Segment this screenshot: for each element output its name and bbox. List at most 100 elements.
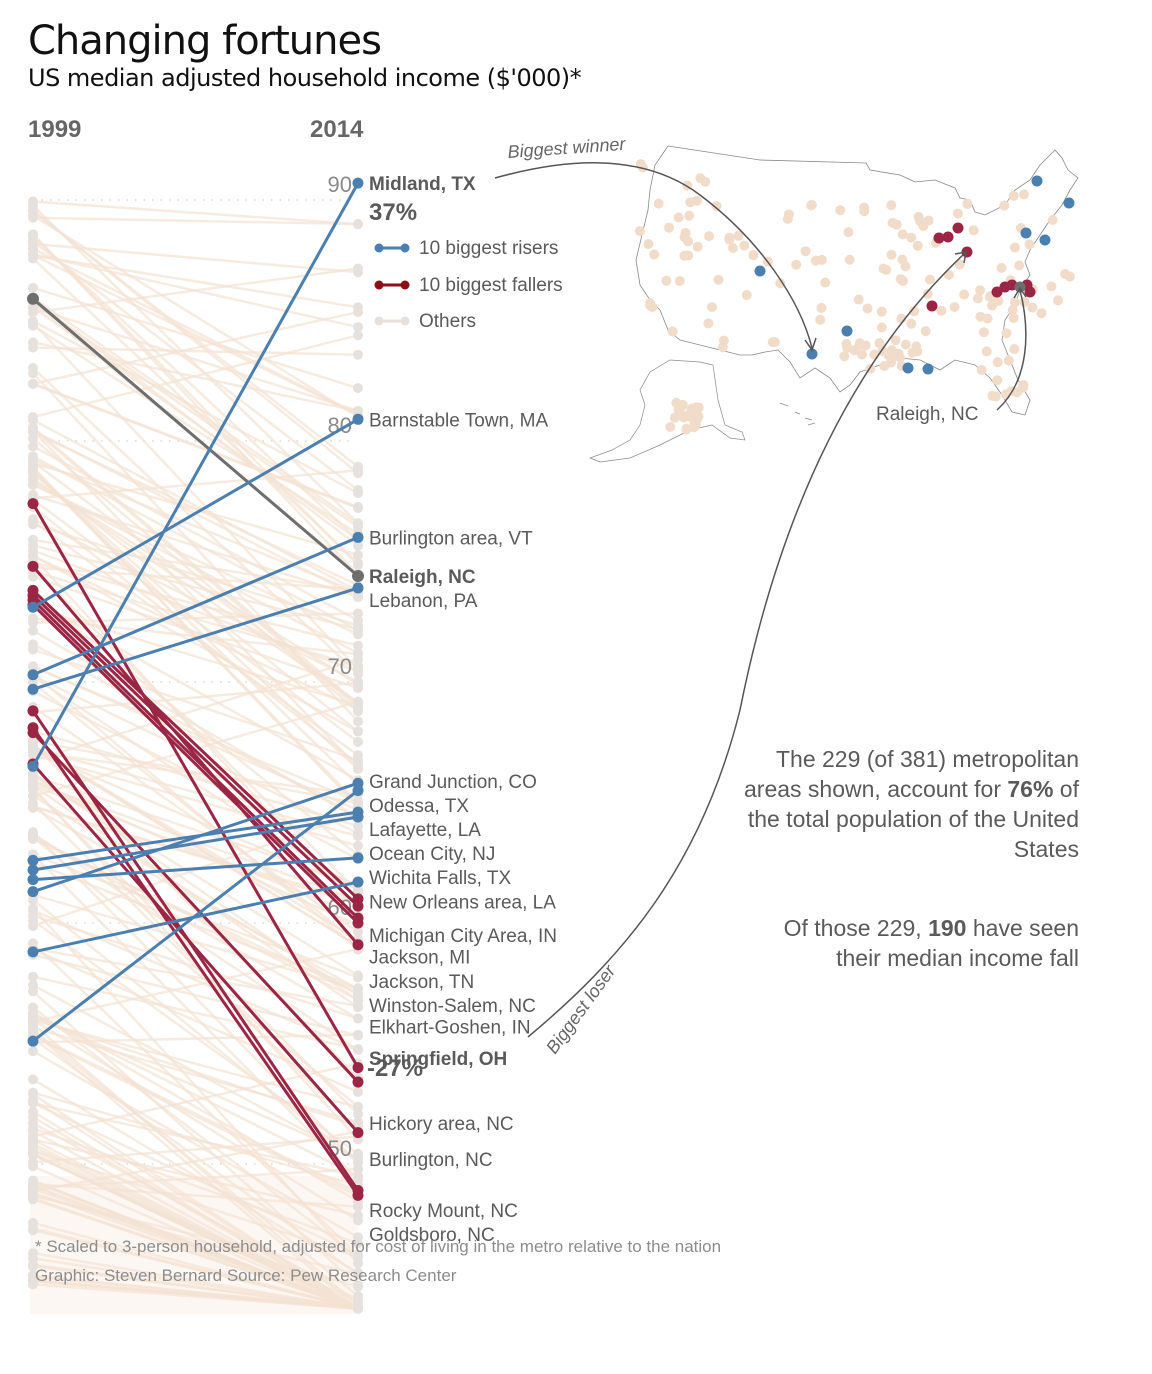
series-line-barnstable-town-ma[interactable] [32, 418, 359, 609]
series-line-raleigh-nc[interactable] [32, 297, 359, 578]
dot-1999-grand-junction-co[interactable] [27, 886, 39, 898]
dot-2014-burlington-nc[interactable] [352, 1127, 364, 1139]
map-dot-other [1019, 189, 1030, 200]
winner-pct: 37% [369, 199, 417, 226]
dot-2014-springfield-oh[interactable] [352, 1062, 364, 1074]
map-dot-riser[interactable] [902, 362, 914, 374]
map-dot-riser[interactable] [1063, 197, 1075, 209]
dot-1999-barnstable-town-ma[interactable] [27, 601, 39, 613]
others-line [32, 554, 359, 733]
series-line-springfield-oh[interactable] [31, 502, 360, 1069]
others-dot-2014 [353, 1251, 363, 1262]
map-dot-other [996, 262, 1007, 273]
dot-1999-goldsboro-nc[interactable] [27, 722, 39, 734]
others-dot-2014 [353, 668, 363, 679]
legend-item-others[interactable]: Others [374, 311, 477, 332]
map-dot-other [704, 231, 715, 242]
map-dot-faller[interactable] [926, 300, 938, 312]
series-line-jackson-mi[interactable] [31, 594, 360, 908]
map-dot-faller[interactable] [961, 246, 973, 258]
series-line-new-orleans-area-la[interactable] [32, 880, 359, 954]
dot-2014-lebanon-pa[interactable] [352, 582, 364, 594]
series-line-winston-salem-nc[interactable] [31, 603, 360, 925]
series-line-lafayette-la[interactable] [32, 810, 359, 862]
map-dot-faller[interactable] [933, 232, 945, 244]
others-dot-1999 [28, 316, 38, 327]
map-dot-riser[interactable] [754, 265, 766, 277]
map-dot-faller[interactable] [1024, 286, 1036, 298]
others-dot-1999 [28, 938, 38, 949]
dot-2014-ocean-city-nj[interactable] [352, 811, 364, 823]
map-dot-riser[interactable] [841, 325, 853, 337]
dot-1999-lafayette-la[interactable] [27, 854, 39, 866]
dot-1999-raleigh-nc[interactable] [27, 292, 39, 305]
map-dot-riser[interactable] [1039, 234, 1051, 246]
others-line [32, 1012, 359, 1178]
map-dot-other [1009, 344, 1020, 355]
others-line [32, 320, 359, 495]
dot-2014-midland-tx[interactable] [352, 177, 364, 189]
labels-2014: Midland, TX Barnstable Town, MA Burlington… [369, 174, 557, 1246]
dot-2014-new-orleans-area-la[interactable] [352, 876, 364, 888]
others-dot-1999 [28, 1074, 38, 1085]
series-line-wichita-falls-tx[interactable] [32, 856, 359, 882]
series-line-michigan-city-area-in[interactable] [31, 589, 360, 900]
others-dot-2014 [353, 1013, 363, 1024]
series-line-elkhart-goshen-in[interactable] [31, 565, 360, 946]
dot-2014-elkhart-goshen-in[interactable] [352, 939, 364, 951]
map-dot-other [906, 232, 917, 243]
others-dot-2014 [353, 1303, 363, 1314]
map-dot-riser[interactable] [922, 363, 934, 375]
dot-1999-springfield-oh[interactable] [27, 498, 39, 510]
dot-2014-goldsboro-nc[interactable] [352, 1189, 364, 1201]
map-dot-riser[interactable] [1020, 227, 1032, 239]
dot-1999-new-orleans-area-la[interactable] [27, 946, 39, 958]
dot-2014-wichita-falls-tx[interactable] [352, 852, 364, 864]
map-dot-faller[interactable] [991, 286, 1003, 298]
others-dot-2014 [353, 640, 363, 651]
dot-2014-raleigh-nc[interactable] [352, 569, 364, 582]
dot-1999-ocean-city-nj[interactable] [27, 864, 39, 876]
dot-2014-odessa-tx[interactable] [352, 784, 364, 796]
dot-2014-barnstable-town-ma[interactable] [352, 413, 364, 425]
series-line-burlington-area-vt[interactable] [32, 536, 359, 677]
map-dot-other [912, 346, 923, 357]
map-dot-riser[interactable] [806, 348, 818, 360]
winner-arrowhead [804, 337, 817, 352]
map-dot-other [718, 335, 729, 346]
map-dot-riser[interactable] [1031, 175, 1043, 187]
footnote: * Scaled to 3-person household, adjusted… [35, 1237, 722, 1256]
others-dot-2014 [353, 798, 363, 809]
dot-1999-elkhart-goshen-in[interactable] [27, 560, 39, 572]
others-dot-1999 [28, 639, 38, 650]
legend-item-fallers[interactable]: 10 biggest fallers [374, 275, 563, 296]
series-line-ocean-city-nj[interactable] [32, 815, 359, 872]
others-dot-2014 [353, 970, 363, 981]
dot-2014-jackson-mi[interactable] [352, 900, 364, 912]
others-dot-1999 [28, 910, 38, 921]
others-dot-2014 [353, 736, 363, 747]
map-dot-other [667, 326, 678, 337]
dot-2014-winston-salem-nc[interactable] [352, 917, 364, 929]
legend-item-risers[interactable]: 10 biggest risers [374, 238, 559, 259]
dot-1999-burlington-area-vt[interactable] [27, 669, 39, 681]
others-dot-1999 [28, 830, 38, 841]
others-dot-1999 [28, 464, 38, 475]
map-dot-other [887, 217, 898, 228]
series-line-goldsboro-nc[interactable] [31, 726, 360, 1197]
dot-2014-burlington-area-vt[interactable] [352, 531, 364, 543]
map-dot-faller[interactable] [952, 222, 964, 234]
dot-2014-hickory-area-nc[interactable] [352, 1076, 364, 1088]
loser-arrowhead [954, 251, 967, 264]
series-line-lebanon-pa[interactable] [32, 586, 359, 691]
dot-1999-odessa-tx[interactable] [27, 1035, 39, 1047]
map-dot-faller[interactable] [942, 231, 954, 243]
map-dot-other [1036, 308, 1047, 319]
dot-1999-midland-tx[interactable] [27, 760, 39, 772]
series-line-midland-tx[interactable] [31, 182, 360, 768]
dot-1999-rocky-mount-nc[interactable] [27, 705, 39, 717]
series-line-rocky-mount-nc[interactable] [31, 710, 360, 1192]
map-dot-other [769, 337, 780, 348]
dot-1999-lebanon-pa[interactable] [27, 683, 39, 695]
dot-1999-wichita-falls-tx[interactable] [27, 874, 39, 886]
